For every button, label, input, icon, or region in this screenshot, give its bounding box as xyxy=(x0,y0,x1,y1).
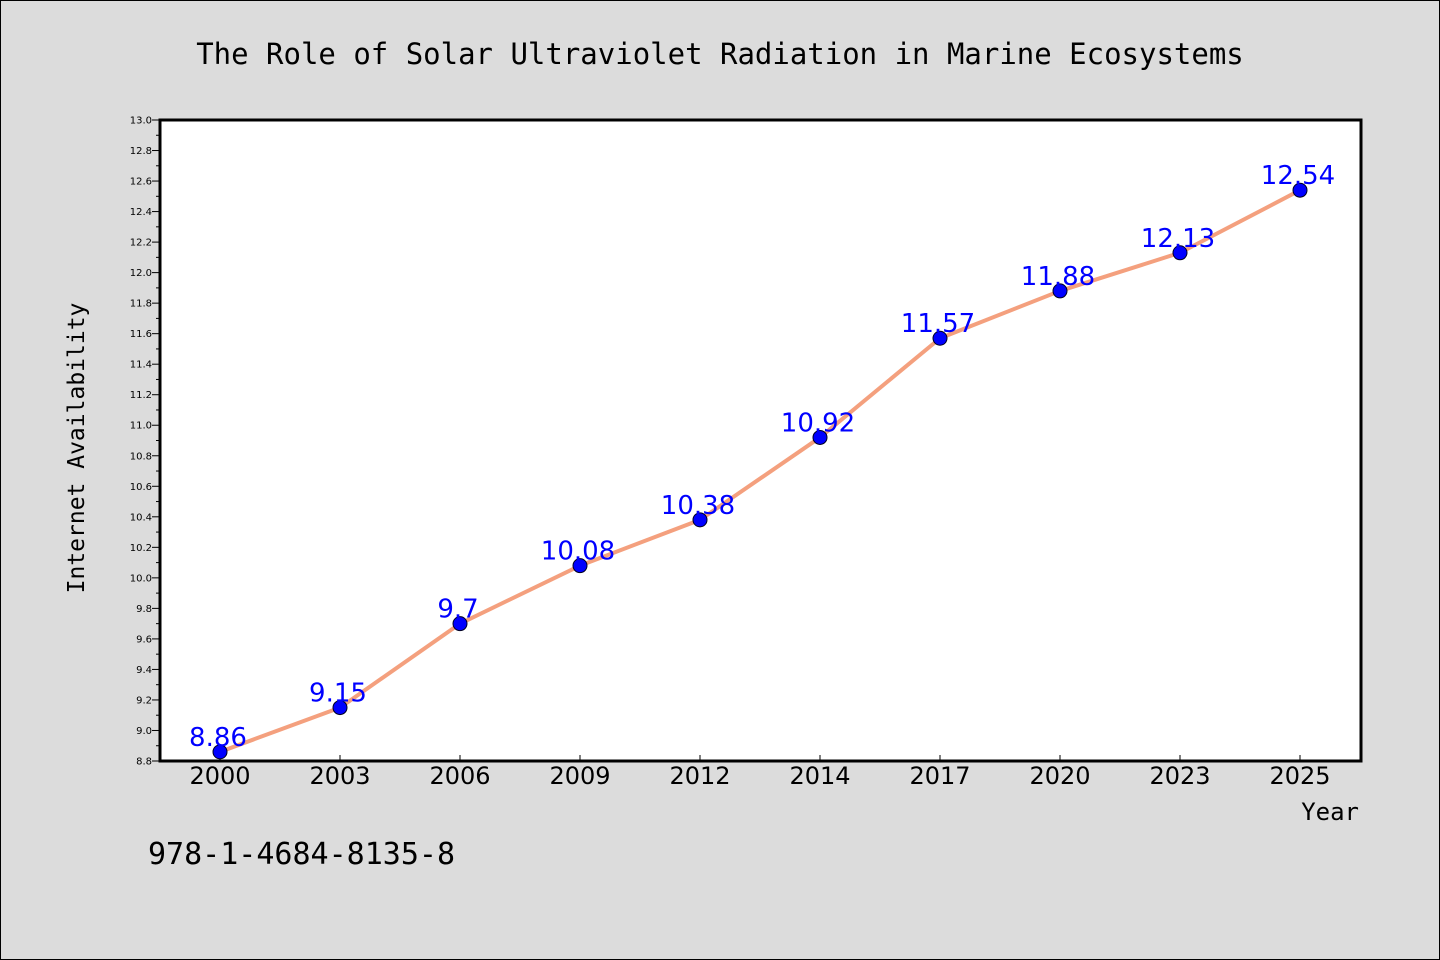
x-tick-label: 2003 xyxy=(309,762,370,790)
data-point xyxy=(812,429,828,445)
y-tick-label: 8.8 xyxy=(136,757,152,768)
chart-title: The Role of Solar Ultraviolet Radiation … xyxy=(196,37,1244,71)
data-point xyxy=(1172,245,1188,261)
x-tick-label: 2025 xyxy=(1269,762,1330,790)
x-tick-label: 2014 xyxy=(789,762,850,790)
data-label: 12.13 xyxy=(1141,224,1215,254)
y-tick-label: 12.4 xyxy=(130,207,152,218)
x-tick-label: 2017 xyxy=(909,762,970,790)
plot-area xyxy=(158,118,1363,763)
y-tick-label: 10.6 xyxy=(130,482,152,493)
data-label: 11.88 xyxy=(1021,262,1095,292)
x-tick-label: 2006 xyxy=(429,762,490,790)
data-label: 9.7 xyxy=(437,595,478,625)
data-label: 12.54 xyxy=(1261,161,1335,191)
y-tick-label: 11.6 xyxy=(130,329,152,340)
data-point xyxy=(932,330,948,346)
x-axis-label: Year xyxy=(1301,798,1359,826)
data-label: 10.92 xyxy=(781,408,855,438)
data-label: 8.86 xyxy=(189,723,247,753)
y-tick-label: 11.4 xyxy=(130,360,152,371)
y-tick-label: 11.8 xyxy=(130,299,152,310)
y-tick-label: 10.2 xyxy=(130,543,152,554)
y-tick-label: 9.0 xyxy=(136,726,152,737)
data-point xyxy=(452,616,468,632)
x-tick-label: 2023 xyxy=(1149,762,1210,790)
y-tick-label: 13.0 xyxy=(130,116,152,127)
y-tick-label: 9.4 xyxy=(136,665,152,676)
data-label: 11.57 xyxy=(901,309,975,339)
y-tick-label: 10.8 xyxy=(130,451,152,462)
data-labels: 8.86 9.15 9.7 10.08 10.38 10.92 11.57 11.88 12.1… xyxy=(189,161,1335,753)
y-tick-label: 12.8 xyxy=(130,146,152,157)
y-tick-label: 11.0 xyxy=(130,421,152,432)
y-axis-label: Internet Availability xyxy=(64,303,90,594)
data-point xyxy=(692,512,708,528)
y-tick-label: 10.4 xyxy=(130,512,152,523)
y-tick-label: 11.2 xyxy=(130,390,152,401)
x-tick-label: 2012 xyxy=(669,762,730,790)
y-tick-label: 9.8 xyxy=(136,604,152,615)
y-tick-label: 9.6 xyxy=(136,634,152,645)
y-tick-label: 12.6 xyxy=(130,177,152,188)
data-point xyxy=(572,558,588,574)
data-label: 10.08 xyxy=(541,537,615,567)
data-label: 9.15 xyxy=(309,679,367,709)
data-point xyxy=(332,700,348,716)
data-point xyxy=(212,744,228,760)
y-tick-label: 9.2 xyxy=(136,695,152,706)
isbn-footer: 978-1-4684-8135-8 xyxy=(148,837,455,872)
data-label: 10.38 xyxy=(661,491,735,521)
x-tick-label: 2000 xyxy=(189,762,250,790)
y-tick-label: 12.0 xyxy=(130,268,152,279)
series-group xyxy=(212,182,1308,760)
y-tick-label: 12.2 xyxy=(130,238,152,249)
x-tick-label: 2009 xyxy=(549,762,610,790)
y-axis-ticks: 8.8 9.0 9.2 9.4 9.6 9.8 10.0 10.2 10.4 10.6 10.8 11… xyxy=(130,116,160,768)
y-tick-label: 10.0 xyxy=(130,573,152,584)
data-point xyxy=(1052,283,1068,299)
x-tick-label: 2020 xyxy=(1029,762,1090,790)
x-axis-ticks: 2000 2003 2006 2009 2012 2014 2017 2020 2023 2025 xyxy=(189,755,1331,790)
series-line xyxy=(219,188,1301,754)
data-point xyxy=(1292,182,1308,198)
